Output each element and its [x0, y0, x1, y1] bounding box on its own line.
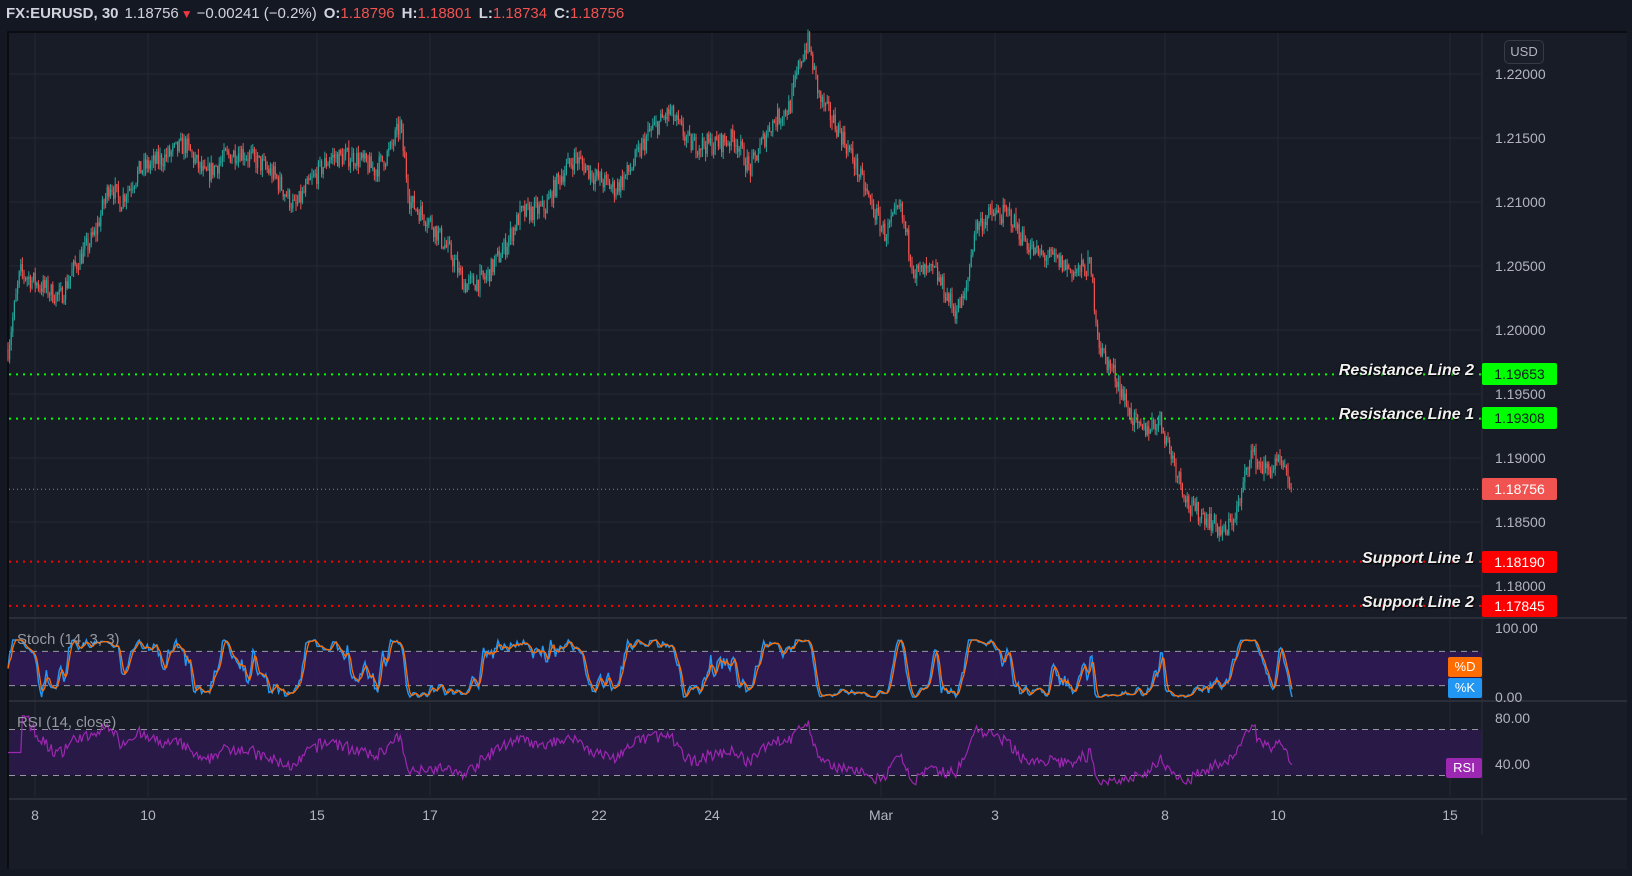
- rsi-series[interactable]: [8, 715, 1293, 787]
- time-axis-tick: 15: [309, 807, 325, 823]
- price-axis-tick: 1.20500: [1495, 258, 1546, 274]
- last-price: 1.18756: [124, 5, 179, 22]
- indicator-axis-tick: 100.00: [1495, 620, 1538, 636]
- time-axis-tick: 8: [31, 807, 39, 823]
- price-axis-tick: 1.19500: [1495, 386, 1546, 402]
- high-label: H:: [401, 5, 418, 22]
- price-axis-tick: 1.22000: [1495, 66, 1546, 82]
- price-axis-tick: 1.18000: [1495, 578, 1546, 594]
- stoch-series[interactable]: [7, 637, 1293, 699]
- support-line-1-label: Support Line 1: [1362, 550, 1474, 567]
- time-axis-tick: 8: [1161, 807, 1169, 823]
- price-axis-tick: 1.18500: [1495, 514, 1546, 530]
- time-axis-tick: 24: [704, 807, 720, 823]
- chart-header: FX:EURUSD, 30 1.18756 ▼ −0.00241 (−0.2%)…: [6, 3, 624, 25]
- grid-lines: [9, 33, 1627, 835]
- indicator-axis-tick: 0.00: [1495, 689, 1522, 705]
- low-value: 1.18734: [492, 5, 548, 22]
- open-value: 1.18796: [340, 5, 395, 22]
- support-line-2-label: Support Line 2: [1362, 594, 1474, 611]
- current-price-tag: 1.18756: [1482, 478, 1557, 500]
- time-axis-tick: 10: [1270, 807, 1286, 823]
- price-change: −0.00241 (−0.2%): [196, 5, 317, 22]
- close-value: 1.18756: [569, 5, 625, 22]
- rsi-title[interactable]: RSI (14, close): [17, 714, 117, 731]
- close-label: C:: [554, 5, 570, 22]
- axes[interactable]: 1.22000 1.21500 1.21000 1.20500 1.20000 1.195…: [31, 66, 1546, 823]
- price-axis-tick: 1.21000: [1495, 194, 1546, 210]
- candlestick-series[interactable]: [7, 29, 1292, 542]
- stoch-k-tag: %K: [1448, 678, 1482, 698]
- price-axis-tick: 1.19000: [1495, 450, 1546, 466]
- resistance-line-1-price-tag: 1.19308: [1482, 407, 1557, 429]
- stoch-k-line: [7, 637, 1293, 699]
- price-axis-tick: 1.21500: [1495, 130, 1546, 146]
- time-axis-tick: 3: [991, 807, 999, 823]
- resistance-line-2-price-tag: 1.19653: [1482, 363, 1557, 385]
- time-axis-tick: Mar: [869, 807, 893, 823]
- high-value: 1.18801: [417, 5, 472, 22]
- indicator-axis-tick: 80.00: [1495, 710, 1530, 726]
- open-label: O:: [323, 5, 341, 22]
- time-axis-tick: 22: [591, 807, 607, 823]
- price-axis-tick: 1.20000: [1495, 322, 1546, 338]
- indicator-axis-tick: 40.00: [1495, 756, 1530, 772]
- rsi-line: [8, 715, 1293, 787]
- resistance-line-2-label: Resistance Line 2: [1338, 362, 1474, 379]
- horizontal-lines[interactable]: [9, 373, 1481, 607]
- support-line-1-price-tag: 1.18190: [1482, 551, 1557, 573]
- stoch-title[interactable]: Stoch (14, 3, 3): [17, 631, 120, 648]
- stoch-d-tag: %D: [1448, 657, 1482, 677]
- resistance-line-1-label: Resistance Line 1: [1338, 406, 1474, 423]
- triangle-down-icon: ▼: [180, 7, 193, 21]
- support-line-2-price-tag: 1.17845: [1482, 595, 1557, 617]
- time-axis-tick: 15: [1442, 807, 1458, 823]
- low-label: L:: [478, 5, 493, 22]
- indicator-backgrounds: [9, 650, 1481, 776]
- currency-badge[interactable]: USD: [1504, 40, 1544, 64]
- rsi-tag: RSI: [1446, 758, 1482, 778]
- time-axis-tick: 10: [140, 807, 156, 823]
- stoch-d-line: [7, 639, 1293, 698]
- symbol-label[interactable]: FX:EURUSD, 30: [6, 5, 119, 22]
- time-axis-tick: 17: [422, 807, 438, 823]
